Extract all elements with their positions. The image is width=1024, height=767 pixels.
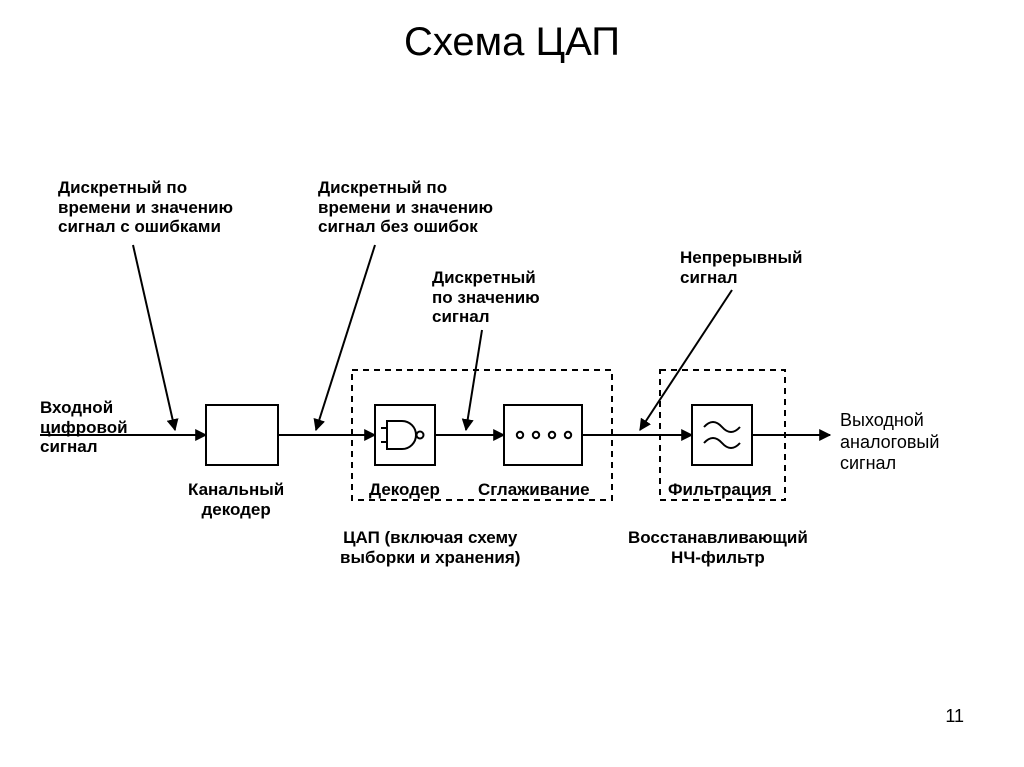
label-output: Выходной аналоговый сигнал bbox=[840, 410, 939, 475]
label-decoder: Декодер bbox=[369, 480, 440, 500]
label-kanal: Канальный декодер bbox=[188, 480, 284, 519]
page-number: 11 bbox=[945, 706, 964, 727]
diagram-canvas bbox=[0, 0, 1024, 767]
annotation-2: Дискретный по времени и значению сигнал … bbox=[318, 178, 493, 237]
label-filter: Фильтрация bbox=[668, 480, 772, 500]
annotation-3: Дискретный по значению сигнал bbox=[432, 268, 540, 327]
label-smooth: Сглаживание bbox=[478, 480, 590, 500]
annotation-1: Дискретный по времени и значению сигнал … bbox=[58, 178, 233, 237]
label-group-dac: ЦАП (включая схему выборки и хранения) bbox=[340, 528, 520, 567]
page: Схема ЦАП Входной цифровой сигнал Выходн… bbox=[0, 0, 1024, 767]
label-input: Входной цифровой сигнал bbox=[40, 398, 128, 457]
label-group-filter: Восстанавливающий НЧ-фильтр bbox=[628, 528, 808, 567]
annotation-4: Непрерывный сигнал bbox=[680, 248, 802, 287]
